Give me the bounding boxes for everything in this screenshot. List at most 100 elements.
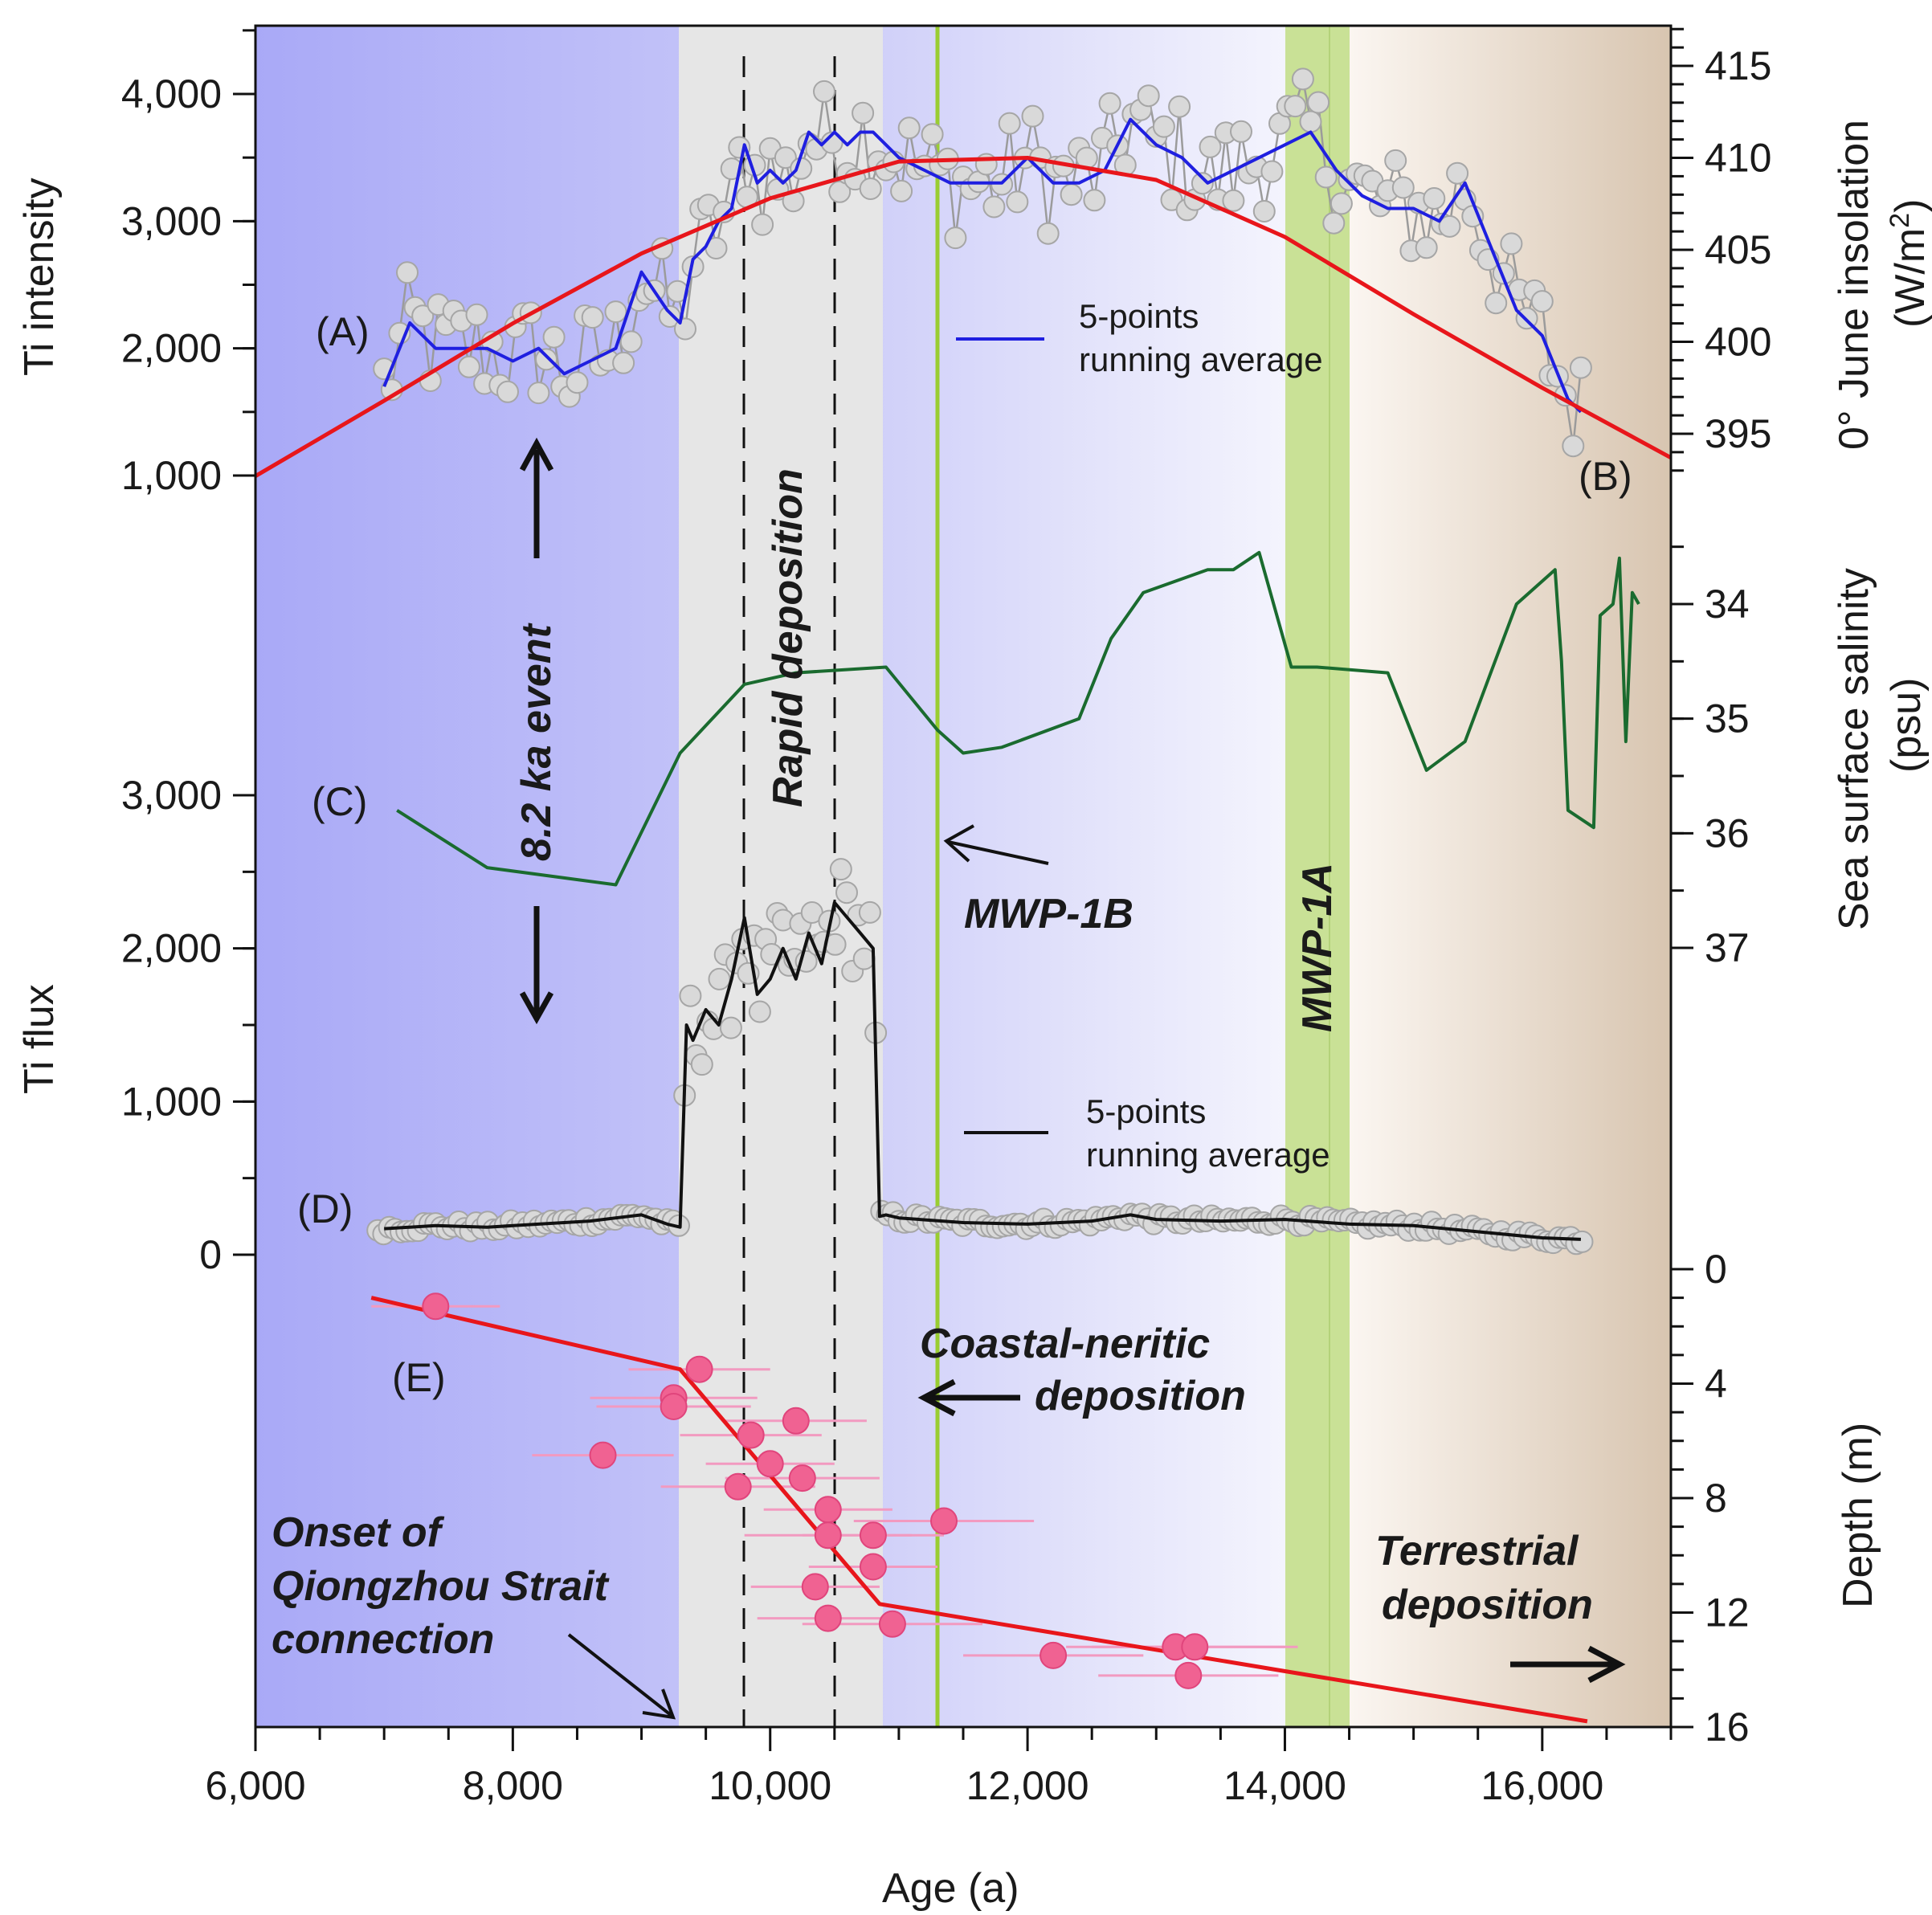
axis-depth: 0 4 8 12 16 <box>1671 1247 1750 1750</box>
age-model-line <box>370 1296 1588 1724</box>
ti-intensity-point <box>728 136 751 159</box>
age-sample-point <box>1181 1633 1209 1661</box>
tick-label: 12,000 <box>966 1763 1089 1808</box>
age-sample-point <box>724 1472 752 1501</box>
age-sample-point <box>930 1507 958 1535</box>
tick-label: 14,000 <box>1223 1763 1346 1808</box>
tick-label: 415 <box>1705 43 1771 88</box>
ti-intensity-point <box>1485 292 1508 315</box>
annotation-coastal-line2: deposition <box>1035 1373 1246 1419</box>
tick-label: 12 <box>1705 1590 1750 1635</box>
ti-flux-point <box>858 900 881 924</box>
tick-label: 395 <box>1705 411 1771 456</box>
ti-intensity-point <box>1252 200 1276 223</box>
ti-flux-point <box>852 947 876 970</box>
age-sample-point <box>788 1464 816 1492</box>
ti-intensity-point <box>1446 161 1469 185</box>
ti-intensity-point <box>1284 95 1307 118</box>
ti-intensity-point <box>1230 120 1252 143</box>
legend-a-line2: running average <box>1079 341 1323 378</box>
ti-intensity-point <box>859 178 882 200</box>
tick-label: 400 <box>1705 320 1771 365</box>
panel-label-b: (B) <box>1579 454 1632 499</box>
ti-intensity-point <box>1299 110 1322 133</box>
axis-title-insolation-unit: (W/m <box>1887 228 1932 328</box>
axis-title-insolation-sup: 2 <box>1885 213 1915 228</box>
age-sample-point <box>814 1521 842 1550</box>
age-sample-point <box>756 1450 784 1478</box>
panel-label-a: (A) <box>316 309 370 354</box>
ti-intensity-point <box>1152 115 1175 138</box>
ti-intensity-point <box>944 227 967 250</box>
ti-intensity-point <box>852 101 875 125</box>
legend-d: 5-points running average <box>964 1092 1330 1174</box>
tick-label: 410 <box>1705 136 1771 181</box>
ti-intensity-point <box>604 300 627 324</box>
axis-age: 6,000 8,000 10,000 12,000 14,000 16,000 <box>205 1727 1673 1808</box>
ti-intensity-point <box>1415 236 1438 259</box>
ti-intensity-point <box>982 195 1006 218</box>
arrow-8-2-up <box>519 437 554 558</box>
arrow-8-2-down <box>519 906 554 1025</box>
legend-d-line2: running average <box>1086 1136 1330 1174</box>
ti-intensity-point <box>1222 189 1245 212</box>
axis-title-age: Age (a) <box>882 1865 1019 1912</box>
age-sample-point <box>660 1393 688 1420</box>
ti-flux-point <box>748 1000 771 1023</box>
ti-intensity-average-line <box>382 117 1583 414</box>
ti-intensity-point <box>1291 67 1314 91</box>
arrow-terrestrial <box>1510 1645 1626 1684</box>
tick-label: 16,000 <box>1481 1763 1603 1808</box>
salinity-line <box>396 550 1640 887</box>
insolation-line <box>255 156 1671 478</box>
ti-intensity-point <box>527 382 550 405</box>
axis-salinity: 34 35 36 37 <box>1671 545 1750 970</box>
ti-intensity-point <box>1307 91 1330 114</box>
ti-intensity-point <box>751 213 774 236</box>
data-layer <box>255 67 1671 1724</box>
arrow-onset <box>567 1633 676 1720</box>
ti-intensity-point <box>998 112 1021 135</box>
annotation-onset-line1: Onset of <box>272 1509 445 1556</box>
ti-intensity-point <box>1322 211 1346 235</box>
age-sample-point <box>1040 1641 1068 1669</box>
ti-intensity-point <box>396 261 419 284</box>
tick-label: 35 <box>1705 696 1750 741</box>
axis-title-sss-1: Sea surface salinity <box>1831 568 1877 930</box>
age-sample-point <box>814 1496 842 1524</box>
ti-flux-point <box>1571 1230 1594 1253</box>
ti-intensity-point <box>790 157 813 180</box>
age-sample-point <box>1174 1661 1203 1689</box>
annotation-mwp-1a: MWP-1A <box>1294 863 1341 1032</box>
tick-label: 405 <box>1705 227 1771 272</box>
tick-label: 10,000 <box>709 1763 831 1808</box>
ti-flux-point <box>719 1016 742 1039</box>
ti-intensity-point <box>1036 222 1060 245</box>
panel-label-d: (D) <box>297 1186 353 1231</box>
tick-label: 1,000 <box>121 453 222 498</box>
age-sample-point <box>859 1553 887 1581</box>
ti-intensity-point <box>619 330 643 353</box>
ti-intensity-point <box>1562 435 1585 458</box>
age-sample-point <box>801 1573 829 1601</box>
ti-flux-point <box>835 881 858 904</box>
axis-ti-flux: 0 1,000 2,000 3,000 <box>121 773 255 1277</box>
ti-intensity-point <box>1260 160 1284 183</box>
ti-intensity-point <box>1438 214 1461 238</box>
ti-intensity-point <box>411 304 435 328</box>
ti-intensity-point <box>1060 183 1083 206</box>
ti-intensity-point <box>720 157 743 181</box>
axis-title-insolation-close: ) <box>1887 199 1932 213</box>
ti-flux-point <box>829 858 852 881</box>
axes-layer: 1,000 2,000 3,000 4,000 0 1,000 2,000 3,000 395 4… <box>121 27 1771 1808</box>
tick-label: 8 <box>1705 1476 1727 1521</box>
age-sample-point <box>422 1292 450 1321</box>
tick-label: 1,000 <box>121 1079 222 1124</box>
annotation-onset-line3: connection <box>272 1616 494 1663</box>
ti-intensity-point <box>1500 232 1523 255</box>
tick-label: 2,000 <box>121 326 222 371</box>
ti-intensity-point <box>1199 135 1222 158</box>
annotation-mwp-1b: MWP-1B <box>964 891 1133 937</box>
annotation-terrestrial-line1: Terrestrial <box>1375 1528 1579 1574</box>
